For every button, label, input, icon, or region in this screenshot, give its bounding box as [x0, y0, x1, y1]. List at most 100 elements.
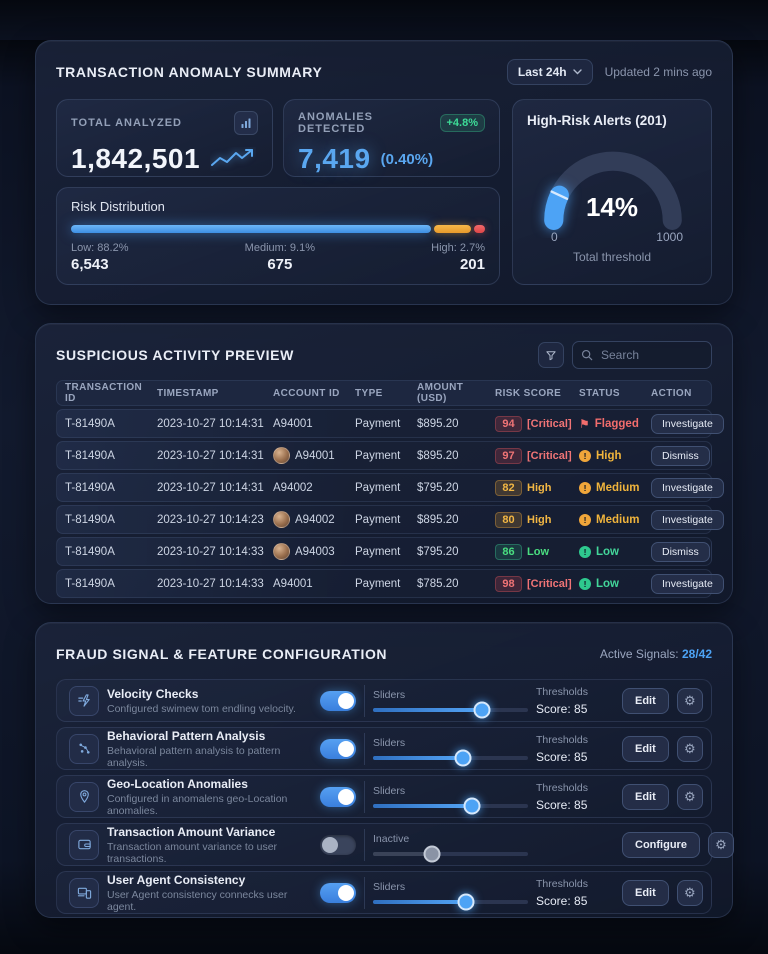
- slider-thumb[interactable]: [423, 845, 441, 863]
- filter-button[interactable]: [538, 342, 564, 368]
- transaction-id-link[interactable]: T-81490A: [65, 449, 115, 462]
- search-input[interactable]: [599, 347, 703, 363]
- type-cell: Payment: [355, 577, 401, 590]
- gauge-tick: [550, 190, 569, 200]
- avatar: [273, 447, 290, 464]
- feature-toggle[interactable]: [320, 834, 356, 855]
- status-cell: ! Low: [571, 577, 643, 590]
- risk-score-cell: 98 [Critical]: [487, 575, 572, 592]
- risk-low-value: 6,543: [71, 256, 109, 273]
- table-header: TRANSACTION ID TIMESTAMP ACCOUNT ID TYPE…: [56, 380, 712, 406]
- total-analyzed-card: TOTAL ANALYZED 1,842,501: [56, 99, 273, 177]
- active-signals: Active Signals: 28/42: [599, 647, 712, 661]
- status-cell: ⚑ Flagged: [579, 416, 639, 431]
- anomalies-value: 7,419: [298, 143, 371, 174]
- transaction-id-link[interactable]: T-81490A: [65, 417, 115, 430]
- slider-thumb[interactable]: [457, 893, 475, 911]
- type-cell: Payment: [355, 481, 401, 494]
- risk-medium-label: Medium: 9.1%: [244, 242, 315, 254]
- edit-button[interactable]: Edit: [622, 687, 669, 714]
- threshold-slider[interactable]: [373, 893, 528, 911]
- col-status: STATUS: [579, 387, 620, 399]
- config-panel-title: FRAUD SIGNAL & FEATURE CONFIGURATION: [56, 646, 388, 662]
- risk-score-cell: 94 [Critical]: [487, 415, 572, 432]
- type-cell: Payment: [355, 417, 401, 430]
- configure-button[interactable]: Configure: [622, 831, 700, 858]
- slider-thumb[interactable]: [454, 749, 472, 767]
- threshold-slider[interactable]: [373, 701, 528, 719]
- investigate-button[interactable]: Investigate: [651, 413, 724, 434]
- transaction-id-link[interactable]: T-81490A: [65, 577, 115, 590]
- threshold-score: Score: 85: [536, 749, 588, 764]
- time-range-dropdown[interactable]: Last 24h: [506, 59, 593, 85]
- gear-icon[interactable]: ⚙: [676, 735, 703, 762]
- risk-distribution-card: Risk Distribution Low: 88.2% 6,543 Mediu…: [56, 187, 500, 285]
- threshold-slider[interactable]: [373, 797, 528, 815]
- col-action: ACTION: [651, 387, 692, 399]
- slider-label: Sliders: [373, 785, 406, 797]
- alert-icon: !: [579, 513, 591, 526]
- investigate-button[interactable]: Investigate: [651, 573, 724, 594]
- divider: [364, 828, 365, 861]
- gear-icon[interactable]: ⚙: [676, 687, 703, 714]
- slider-thumb[interactable]: [473, 701, 490, 719]
- account-cell: A94001: [273, 577, 313, 590]
- high-risk-alerts-title: High-Risk Alerts (201): [527, 113, 667, 128]
- edit-button[interactable]: Edit: [622, 735, 669, 762]
- gear-icon[interactable]: ⚙: [676, 879, 703, 906]
- scatter-pattern-icon: [69, 733, 99, 764]
- threshold-label: Thresholds: [536, 685, 588, 698]
- risk-distribution-bar: [71, 225, 485, 233]
- edit-button[interactable]: Edit: [622, 783, 669, 810]
- amount-cell: $895.20: [417, 417, 459, 430]
- risk-high-value: 201: [459, 256, 485, 273]
- activity-panel-title: SUSPICIOUS ACTIVITY PREVIEW: [56, 347, 294, 363]
- col-transaction-id: TRANSACTION ID: [65, 382, 143, 404]
- slider-thumb[interactable]: [463, 797, 481, 815]
- table-row: T-81490A 2023-10-27 10:14:33 A94001 Paym…: [56, 569, 724, 598]
- alert-icon: !: [579, 449, 591, 462]
- summary-panel-title: TRANSACTION ANOMALY SUMMARY: [56, 64, 323, 80]
- slider-label: Inactive: [373, 833, 410, 845]
- feature-toggle[interactable]: [320, 690, 356, 711]
- feature-name: User Agent Consistency: [107, 872, 246, 887]
- search-box[interactable]: [572, 341, 712, 369]
- alert-icon: !: [579, 481, 591, 494]
- account-cell: A94001: [273, 417, 313, 430]
- type-cell: Payment: [355, 545, 401, 558]
- edit-button[interactable]: Edit: [622, 879, 669, 906]
- transaction-id-link[interactable]: T-81490A: [65, 545, 115, 558]
- dismiss-button[interactable]: Dismiss: [651, 445, 710, 466]
- time-range-value: Last 24h: [517, 65, 567, 79]
- wallet-icon: [69, 829, 99, 860]
- transaction-id-link[interactable]: T-81490A: [65, 513, 115, 526]
- investigate-button[interactable]: Investigate: [651, 477, 724, 498]
- feature-name: Behavioral Pattern Analysis: [107, 728, 266, 743]
- gear-icon[interactable]: ⚙: [676, 783, 703, 810]
- investigate-button[interactable]: Investigate: [651, 509, 724, 530]
- feature-desc: User Agent consistency connecks user age…: [107, 888, 288, 913]
- feature-toggle[interactable]: [320, 786, 356, 807]
- status-cell: ! Low: [571, 545, 643, 558]
- divider: [364, 684, 365, 717]
- threshold-slider[interactable]: [373, 845, 528, 863]
- divider: [364, 780, 365, 813]
- gauge-percent-value: 14%: [585, 192, 639, 222]
- col-amount: AMOUNT (USD): [417, 382, 464, 404]
- feature-toggle[interactable]: [320, 738, 356, 759]
- gear-icon[interactable]: ⚙: [707, 831, 734, 858]
- threshold-slider[interactable]: [373, 749, 528, 767]
- search-icon: [581, 349, 593, 361]
- amount-cell: $895.20: [417, 449, 459, 462]
- active-signals-value: 28/42: [681, 647, 712, 661]
- feature-name: Transaction Amount Variance: [107, 824, 276, 839]
- dismiss-button[interactable]: Dismiss: [651, 541, 710, 562]
- feature-desc: Behavioral pattern analysis to pattern a…: [107, 744, 281, 769]
- timestamp-cell: 2023-10-27 10:14:31: [157, 481, 264, 494]
- transaction-id-link[interactable]: T-81490A: [65, 481, 115, 494]
- divider: [364, 732, 365, 765]
- anomalies-label: ANOMALIES DETECTED: [298, 111, 373, 135]
- table-row: T-81490A 2023-10-27 10:14:31 A94001 Paym…: [56, 409, 724, 438]
- feature-toggle[interactable]: [320, 882, 356, 903]
- threshold-score: Score: 85: [536, 797, 588, 812]
